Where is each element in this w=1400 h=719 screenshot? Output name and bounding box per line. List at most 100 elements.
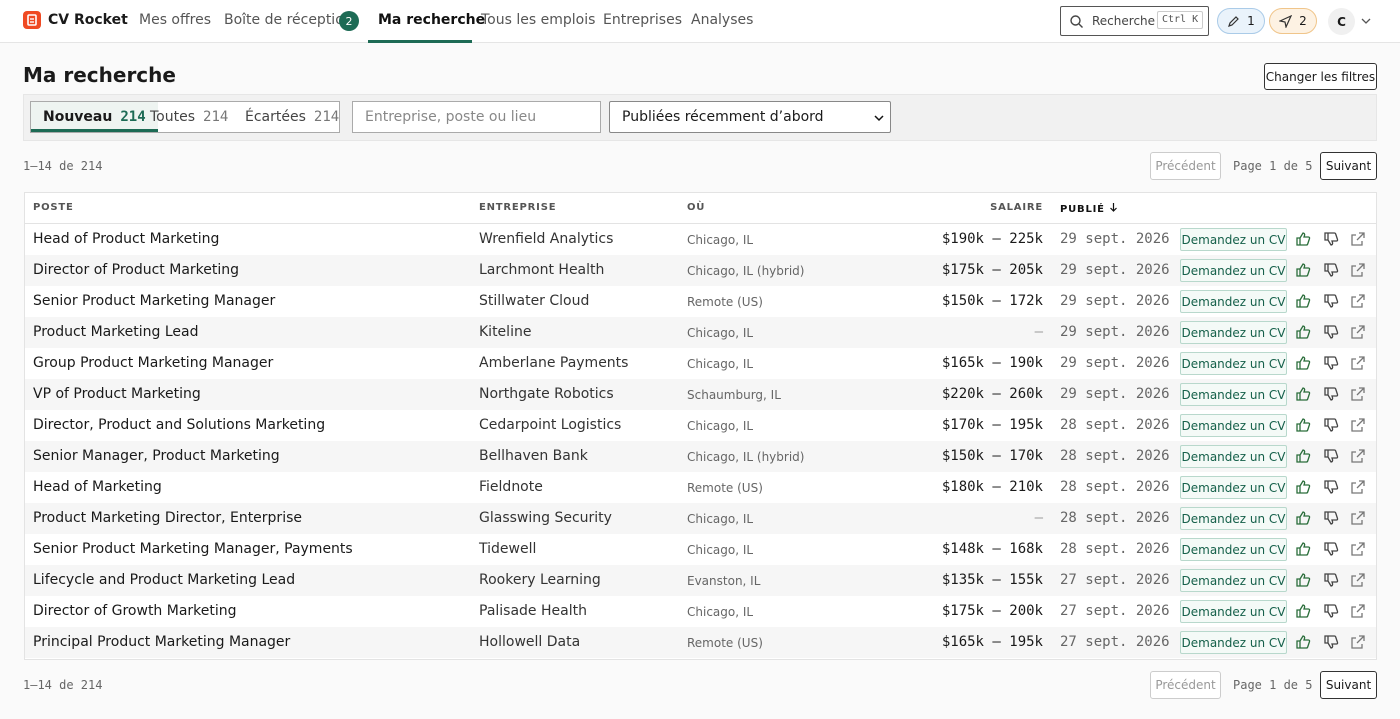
open-link-button[interactable] xyxy=(1350,224,1370,255)
job-title[interactable]: Director, Product and Solutions Marketin… xyxy=(33,417,326,433)
change-filters-button[interactable]: Changer les filtres xyxy=(1264,63,1377,90)
filter-tab[interactable]: Écartées 214 xyxy=(233,102,351,132)
open-link-button[interactable] xyxy=(1350,565,1370,596)
dislike-button[interactable] xyxy=(1323,627,1343,658)
nav-link[interactable]: Analyses xyxy=(691,12,754,28)
company[interactable]: Northgate Robotics xyxy=(479,386,614,402)
like-button[interactable] xyxy=(1295,410,1315,441)
open-link-button[interactable] xyxy=(1350,348,1370,379)
like-button[interactable] xyxy=(1295,379,1315,410)
job-title[interactable]: VP of Product Marketing xyxy=(33,386,201,402)
job-title[interactable]: Head of Marketing xyxy=(33,479,162,495)
like-button[interactable] xyxy=(1295,255,1315,286)
open-link-button[interactable] xyxy=(1350,534,1370,565)
dislike-button[interactable] xyxy=(1323,472,1343,503)
column-header[interactable]: PUBLIÉ xyxy=(1060,202,1118,215)
request-cv-button[interactable]: Demandez un CV xyxy=(1180,228,1287,251)
like-button[interactable] xyxy=(1295,317,1315,348)
company[interactable]: Tidewell xyxy=(479,541,537,557)
request-cv-button[interactable]: Demandez un CV xyxy=(1180,414,1287,437)
open-link-button[interactable] xyxy=(1350,379,1370,410)
like-button[interactable] xyxy=(1295,472,1315,503)
dislike-button[interactable] xyxy=(1323,255,1343,286)
dislike-button[interactable] xyxy=(1323,565,1343,596)
company[interactable]: Cedarpoint Logistics xyxy=(479,417,622,433)
dislike-button[interactable] xyxy=(1323,379,1343,410)
open-link-button[interactable] xyxy=(1350,410,1370,441)
dislike-button[interactable] xyxy=(1323,348,1343,379)
request-cv-button[interactable]: Demandez un CV xyxy=(1180,538,1287,561)
column-header[interactable]: OÙ xyxy=(687,202,706,213)
request-cv-button[interactable]: Demandez un CV xyxy=(1180,445,1287,468)
like-button[interactable] xyxy=(1295,565,1315,596)
job-title[interactable]: Senior Product Marketing Manager xyxy=(33,293,276,309)
job-title[interactable]: Director of Growth Marketing xyxy=(33,603,237,619)
job-title[interactable]: Product Marketing Lead xyxy=(33,324,199,340)
company[interactable]: Palisade Health xyxy=(479,603,587,619)
nav-link[interactable]: Ma recherche xyxy=(378,12,486,28)
open-link-button[interactable] xyxy=(1350,255,1370,286)
like-button[interactable] xyxy=(1295,534,1315,565)
open-link-button[interactable] xyxy=(1350,627,1370,658)
account-chevron[interactable] xyxy=(1361,17,1371,25)
open-link-button[interactable] xyxy=(1350,317,1370,348)
logo[interactable] xyxy=(23,11,41,29)
open-link-button[interactable] xyxy=(1350,441,1370,472)
job-title[interactable]: Lifecycle and Product Marketing Lead xyxy=(33,572,296,588)
dislike-button[interactable] xyxy=(1323,410,1343,441)
job-title[interactable]: Director of Product Marketing xyxy=(33,262,240,278)
job-title[interactable]: Head of Product Marketing xyxy=(33,231,220,247)
search-input[interactable]: Entreprise, poste ou lieu xyxy=(352,101,601,133)
company[interactable]: Glasswing Security xyxy=(479,510,612,526)
like-button[interactable] xyxy=(1295,596,1315,627)
request-cv-button[interactable]: Demandez un CV xyxy=(1180,569,1287,592)
request-cv-button[interactable]: Demandez un CV xyxy=(1180,507,1287,530)
nav-link[interactable]: Tous les emplois xyxy=(481,12,596,28)
like-button[interactable] xyxy=(1295,503,1315,534)
like-button[interactable] xyxy=(1295,286,1315,317)
request-cv-button[interactable]: Demandez un CV xyxy=(1180,383,1287,406)
column-header[interactable]: ENTREPRISE xyxy=(479,202,557,213)
request-cv-button[interactable]: Demandez un CV xyxy=(1180,259,1287,282)
dislike-button[interactable] xyxy=(1323,317,1343,348)
prev-button[interactable]: Précédent xyxy=(1150,152,1221,180)
search-button[interactable]: Recherche Ctrl K xyxy=(1060,6,1209,36)
job-title[interactable]: Group Product Marketing Manager xyxy=(33,355,274,371)
company[interactable]: Stillwater Cloud xyxy=(479,293,590,309)
job-title[interactable]: Principal Product Marketing Manager xyxy=(33,634,291,650)
open-link-button[interactable] xyxy=(1350,596,1370,627)
send-pill[interactable]: 2 xyxy=(1269,8,1317,34)
like-button[interactable] xyxy=(1295,627,1315,658)
company[interactable]: Kiteline xyxy=(479,324,532,340)
nav-link[interactable]: Boîte de réception xyxy=(224,12,353,28)
column-header[interactable]: POSTE xyxy=(33,202,74,213)
request-cv-button[interactable]: Demandez un CV xyxy=(1180,600,1287,623)
like-button[interactable] xyxy=(1295,224,1315,255)
dislike-button[interactable] xyxy=(1323,534,1343,565)
request-cv-button[interactable]: Demandez un CV xyxy=(1180,290,1287,313)
filter-tab[interactable]: Nouveau 214 xyxy=(31,102,158,132)
company[interactable]: Bellhaven Bank xyxy=(479,448,588,464)
company[interactable]: Hollowell Data xyxy=(479,634,581,650)
job-title[interactable]: Product Marketing Director, Enterprise xyxy=(33,510,302,526)
request-cv-button[interactable]: Demandez un CV xyxy=(1180,631,1287,654)
open-link-button[interactable] xyxy=(1350,472,1370,503)
next-button[interactable]: Suivant xyxy=(1320,152,1377,180)
brand[interactable]: CV Rocket xyxy=(48,12,128,28)
avatar[interactable]: C xyxy=(1328,8,1355,35)
open-link-button[interactable] xyxy=(1350,286,1370,317)
company[interactable]: Rookery Learning xyxy=(479,572,601,588)
dislike-button[interactable] xyxy=(1323,596,1343,627)
job-title[interactable]: Senior Product Marketing Manager, Paymen… xyxy=(33,541,353,557)
company[interactable]: Wrenfield Analytics xyxy=(479,231,614,247)
column-header[interactable]: SALAIRE xyxy=(990,202,1043,213)
dislike-button[interactable] xyxy=(1323,286,1343,317)
dislike-button[interactable] xyxy=(1323,224,1343,255)
job-title[interactable]: Senior Manager, Product Marketing xyxy=(33,448,280,464)
nav-link[interactable]: Mes offres xyxy=(139,12,212,28)
edit-pill[interactable]: 1 xyxy=(1217,8,1265,34)
open-link-button[interactable] xyxy=(1350,503,1370,534)
next-button[interactable]: Suivant xyxy=(1320,671,1377,699)
like-button[interactable] xyxy=(1295,348,1315,379)
sort-select[interactable]: Publiées récemment d’abord xyxy=(609,101,891,133)
